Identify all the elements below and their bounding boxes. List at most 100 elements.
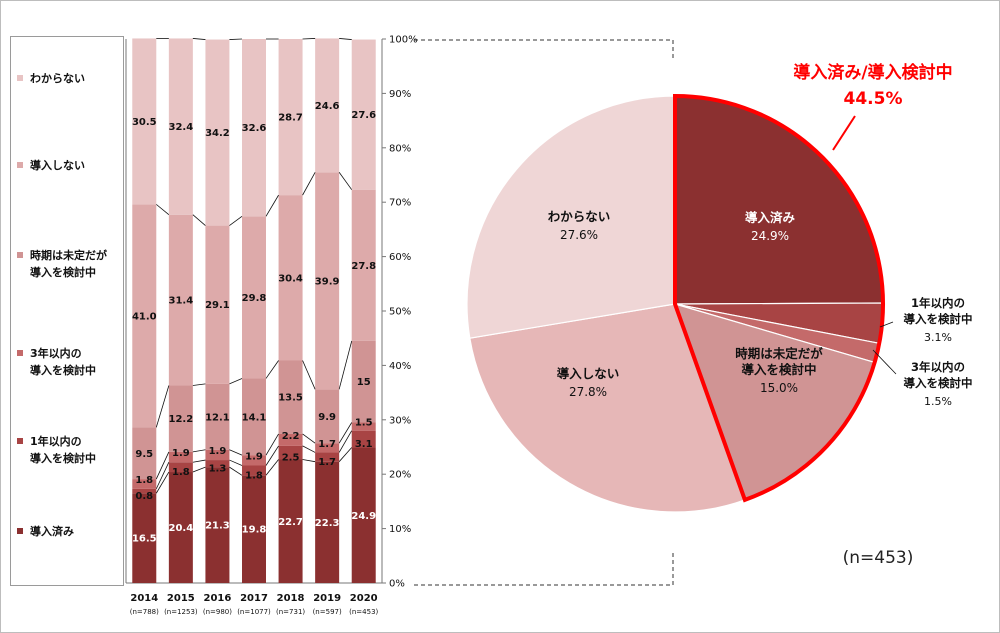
y-tick-label: 90% [389,89,411,100]
x-tick-label: 2014 [130,593,158,604]
x-tick-label: 2018 [277,593,305,604]
bar-segment [132,204,157,428]
series-connector [229,449,243,456]
bar-value-label: 2.5 [282,453,300,464]
bar-value-label: 41.0 [132,311,157,322]
bar-segment [242,465,266,476]
bar-segment [278,360,303,434]
bar-value-label: 9.5 [135,449,153,460]
series-connector [229,378,243,385]
legend-swatch [17,438,23,444]
bar-segment [132,38,157,205]
highlight-pointer [832,115,856,151]
y-tick-label: 40% [389,361,411,372]
bar-value-label: 29.1 [205,300,230,311]
bar-segment [205,383,230,450]
series-connector [192,214,206,226]
y-tick-label: 50% [389,307,411,318]
bar-segment [168,472,193,583]
bar-segment [315,461,340,583]
bar-value-label: 13.5 [278,393,303,404]
bar-segment [278,39,303,196]
highlight-label: 導入済み/導入検討中 [793,62,952,83]
series-connector [302,172,316,196]
y-tick-label: 30% [389,415,411,426]
bar-value-label: 29.8 [242,293,267,304]
bar-segment [168,38,193,215]
bar-segment [278,433,303,446]
bar-value-label: 19.8 [242,525,267,536]
series-connector [265,459,279,476]
bar-value-label: 1.7 [318,439,336,450]
bar-value-label: 12.2 [169,414,194,425]
pie-slice-value: 27.8% [569,385,607,399]
series-connector [338,447,353,462]
legend-item: 導入済み [17,523,74,540]
bar-value-label: 1.7 [318,457,336,468]
bar-segment [351,39,376,190]
bar-value-label: 16.5 [132,534,157,545]
bar-value-label: 24.9 [351,511,376,522]
pie-slice-value: 24.9% [751,229,789,243]
bar-value-label: 1.9 [209,446,227,457]
series-connector [155,471,170,494]
pie-slice-label: 導入済み [745,210,796,225]
series-connector [155,462,170,490]
y-tick-label: 0% [389,579,405,590]
bar-value-label: 22.7 [278,517,303,528]
series-connector [265,194,279,217]
x-tick-label: 2015 [167,593,195,604]
bar-segment [315,443,340,453]
series-connector [229,466,243,476]
bar-value-label: 1.9 [172,448,190,459]
bar-segment [205,225,230,384]
bar-segment [351,189,376,341]
legend-item: わからない [17,70,85,87]
bar-segment [351,340,376,423]
series-connector [155,385,170,428]
pie-slice-value: 27.6% [560,228,598,242]
sample-size-note: (n=453) [843,548,914,568]
legend-swatch [17,162,23,168]
x-tick-label: 2019 [313,593,341,604]
series-connector [229,459,243,466]
bar-segment [278,195,303,361]
series-connector [339,38,352,40]
series-connector [192,38,206,40]
series-connector [265,445,279,466]
series-connector [155,451,170,480]
bar-segment [315,38,340,173]
legend-item: 時期は未定だが 導入を検討中 [17,247,107,281]
bar-segment [205,449,230,461]
bar-value-label: 27.8 [351,261,376,272]
series-connector [338,340,353,390]
pie-slice-label: 3年以内の導入を検討中 [904,360,973,390]
series-connector [229,216,243,226]
bar-segment [242,455,266,466]
bar-segment [168,462,193,473]
legend-label: 3年以内の 導入を検討中 [30,347,96,377]
bar-segment [205,467,230,583]
sample-size-label: (n=1253) [164,608,198,616]
bar-value-label: 34.2 [205,128,230,139]
legend-swatch [17,75,23,81]
pie-slice-label: 導入しない [557,366,620,381]
legend-item: 導入しない [17,157,85,174]
legend-label: 1年以内の 導入を検討中 [30,435,96,465]
series-connector [302,38,316,40]
dashed-leader-top [414,39,674,60]
bar-segment [242,216,266,379]
pie-slice-value: 3.1% [924,331,952,344]
bar-segment [168,214,193,386]
bar-value-label: 39.9 [315,276,340,287]
pie-slice-value: 15.0% [760,381,798,395]
legend-label: 導入済み [30,525,74,538]
bar-value-label: 30.4 [278,273,303,284]
bar-value-label: 3.1 [355,439,373,450]
bar-value-label: 15 [357,377,371,388]
series-connector [265,433,279,456]
sample-size-label: (n=1077) [237,608,271,616]
bar-value-label: 28.7 [278,113,303,124]
y-tick-label: 100% [389,35,418,46]
bar-value-label: 1.8 [172,467,190,478]
